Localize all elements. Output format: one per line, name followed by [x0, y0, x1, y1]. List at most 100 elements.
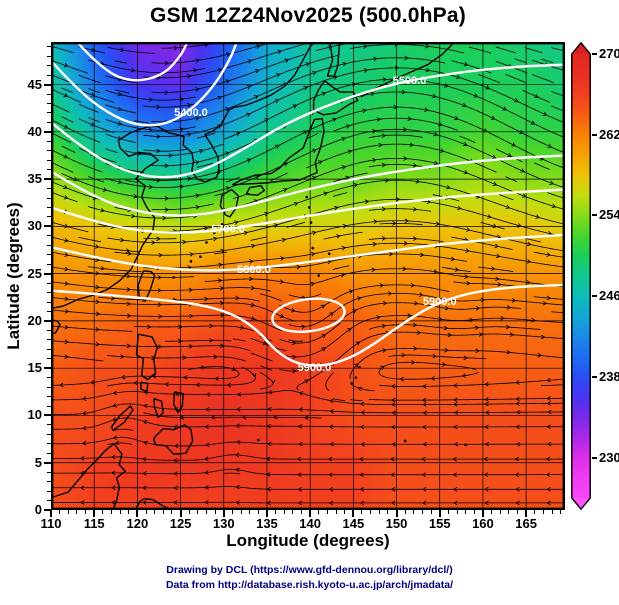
y-minor-tick	[47, 405, 51, 407]
credits: Drawing by DCL (https://www.gfd-dennou.o…	[0, 563, 619, 593]
y-minor-tick	[47, 74, 51, 76]
y-minor-tick	[47, 93, 51, 95]
y-tick-label: 25	[27, 265, 42, 281]
y-major-tick	[44, 414, 51, 417]
x-tick-label: 125	[169, 516, 192, 531]
y-minor-tick	[47, 329, 51, 331]
x-minor-tick	[404, 510, 406, 514]
x-tick-label: 160	[472, 516, 494, 531]
y-minor-tick	[47, 46, 51, 48]
x-minor-tick	[318, 510, 320, 514]
y-minor-tick	[47, 339, 51, 341]
y-tick-label: 10	[27, 407, 42, 423]
x-minor-tick	[491, 510, 493, 514]
x-major-tick	[179, 510, 182, 517]
y-minor-tick	[47, 452, 51, 454]
x-major-tick	[481, 510, 484, 517]
y-minor-tick	[47, 140, 51, 142]
x-minor-tick	[85, 510, 87, 514]
y-major-tick	[44, 178, 51, 181]
x-minor-tick	[154, 510, 156, 514]
y-tick-label: 35	[27, 171, 42, 187]
y-minor-tick	[47, 169, 51, 171]
y-major-tick	[44, 225, 51, 228]
y-major-tick	[44, 83, 51, 86]
x-major-tick	[525, 510, 528, 517]
y-minor-tick	[47, 500, 51, 502]
x-minor-tick	[473, 510, 475, 514]
x-minor-tick	[128, 510, 130, 514]
x-tick-label: 110	[40, 516, 62, 531]
x-tick-label: 150	[385, 516, 408, 531]
y-major-tick	[44, 130, 51, 133]
y-major-tick	[44, 319, 51, 322]
y-minor-tick	[47, 112, 51, 114]
x-tick-label: 115	[83, 516, 105, 531]
x-minor-tick	[188, 510, 190, 514]
x-minor-tick	[361, 510, 363, 514]
y-minor-tick	[47, 244, 51, 246]
x-minor-tick	[257, 510, 259, 514]
y-minor-tick	[47, 301, 51, 303]
x-major-tick	[309, 510, 312, 517]
x-minor-tick	[516, 510, 518, 514]
x-minor-tick	[214, 510, 216, 514]
x-minor-tick	[59, 510, 61, 514]
y-minor-tick	[47, 159, 51, 161]
x-minor-tick	[335, 510, 337, 514]
x-minor-tick	[110, 510, 112, 514]
colorbar-tick-label: 238	[599, 368, 619, 384]
x-minor-tick	[430, 510, 432, 514]
y-minor-tick	[47, 310, 51, 312]
x-minor-tick	[456, 510, 458, 514]
y-minor-tick	[47, 197, 51, 199]
x-axis-label: Longitude (degrees)	[226, 531, 390, 550]
y-minor-tick	[47, 377, 51, 379]
credit-line-2: Data from http://database.rish.kyoto-u.a…	[165, 579, 454, 591]
x-minor-tick	[197, 510, 199, 514]
credit-line-1: Drawing by DCL (https://www.gfd-dennou.o…	[166, 564, 453, 576]
x-minor-tick	[102, 510, 104, 514]
x-major-tick	[352, 510, 355, 517]
x-minor-tick	[231, 510, 233, 514]
x-minor-tick	[551, 510, 553, 514]
x-minor-tick	[344, 510, 346, 514]
colorbar-canvas	[570, 42, 592, 510]
y-major-tick	[44, 509, 51, 511]
y-minor-tick	[47, 481, 51, 483]
y-minor-tick	[47, 490, 51, 492]
x-tick-label: 155	[428, 516, 451, 531]
y-minor-tick	[47, 263, 51, 265]
x-minor-tick	[378, 510, 380, 514]
colorbar-tick	[592, 133, 597, 136]
colorbar-tick	[592, 53, 597, 55]
colorbar-tick-label: 254	[599, 207, 619, 223]
y-minor-tick	[47, 292, 51, 294]
x-minor-tick	[301, 510, 303, 514]
x-tick-label: 130	[212, 516, 235, 531]
map-plot-canvas	[51, 42, 565, 510]
y-minor-tick	[47, 65, 51, 67]
y-tick-label: 20	[27, 312, 42, 328]
x-major-tick	[222, 510, 225, 517]
x-minor-tick	[465, 510, 467, 514]
colorbar-tick	[592, 214, 597, 217]
x-major-tick	[50, 510, 52, 517]
y-tick-label: 15	[27, 360, 42, 376]
colorbar-tick-label: 262	[599, 126, 619, 142]
x-minor-tick	[447, 510, 449, 514]
x-tick-label: 135	[256, 516, 278, 531]
x-minor-tick	[387, 510, 389, 514]
x-minor-tick	[249, 510, 251, 514]
y-tick-label: 0	[34, 502, 42, 517]
y-minor-tick	[47, 121, 51, 123]
y-minor-tick	[47, 433, 51, 435]
y-tick-label: 5	[34, 454, 42, 470]
y-major-tick	[44, 272, 51, 275]
colorbar-tick-label: 246	[599, 288, 619, 304]
colorbar-tick	[592, 375, 597, 378]
x-minor-tick	[508, 510, 510, 514]
y-minor-tick	[47, 216, 51, 218]
x-minor-tick	[171, 510, 173, 514]
